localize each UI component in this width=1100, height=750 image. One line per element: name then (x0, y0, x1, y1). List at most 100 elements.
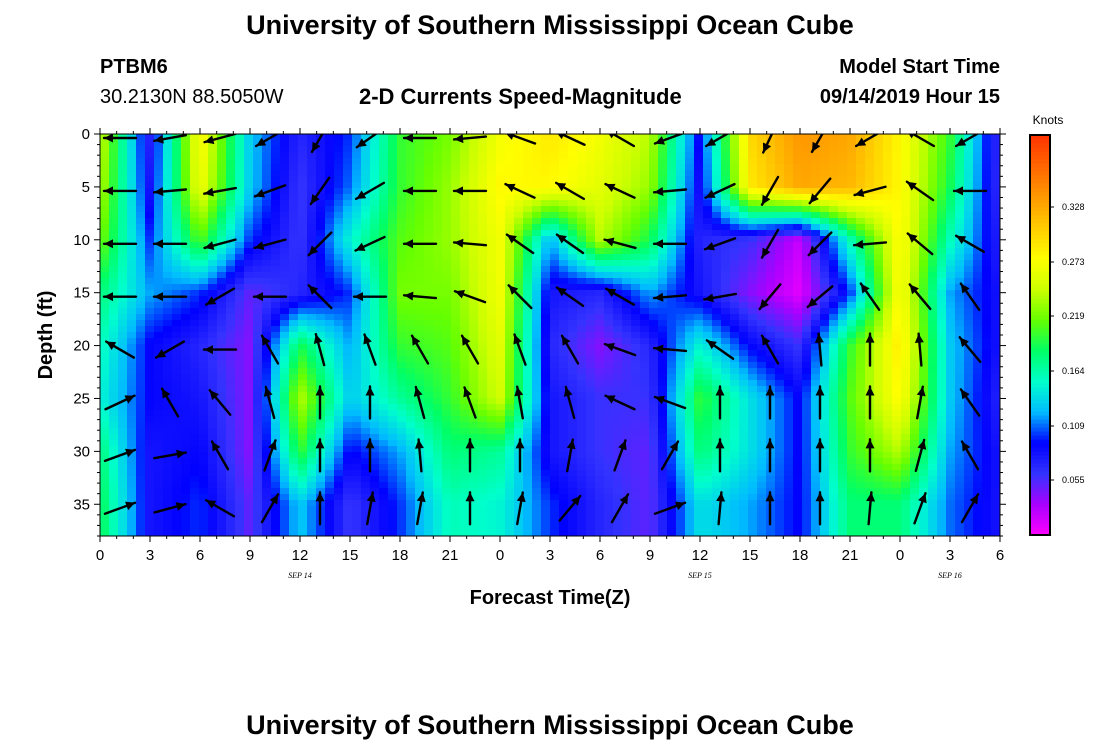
heatmap-cell (982, 308, 992, 315)
heatmap-cell (217, 272, 227, 279)
heatmap-cell (253, 200, 263, 207)
heatmap-cell (451, 224, 461, 231)
heatmap-cell (694, 302, 704, 309)
heatmap-cell (901, 278, 911, 285)
heatmap-cell (856, 284, 866, 291)
heatmap-cell (730, 212, 740, 219)
heatmap-cell (775, 380, 785, 387)
heatmap-cell (658, 368, 668, 375)
heatmap-cell (262, 356, 272, 363)
heatmap-cell (235, 344, 245, 351)
heatmap-cell (748, 146, 758, 153)
heatmap-cell (586, 158, 596, 165)
heatmap-cell (316, 212, 326, 219)
heatmap-cell (910, 338, 920, 345)
heatmap-cell (424, 326, 434, 333)
heatmap-cell (163, 332, 173, 339)
heatmap-cell (388, 140, 398, 147)
heatmap-cell (910, 350, 920, 357)
heatmap-cell (991, 356, 1000, 363)
heatmap-cell (991, 302, 1000, 309)
heatmap-cell (424, 158, 434, 165)
heatmap-cell (658, 170, 668, 177)
heatmap-cell (154, 230, 164, 237)
heatmap-cell (721, 314, 731, 321)
heatmap-cell (622, 386, 632, 393)
heatmap-cell (262, 212, 272, 219)
heatmap-cell (766, 158, 776, 165)
heatmap-cell (136, 206, 146, 213)
heatmap-cell (604, 398, 614, 405)
heatmap-cell (217, 302, 227, 309)
heatmap-cell (991, 416, 1000, 423)
heatmap-cell (559, 134, 569, 141)
heatmap-cell (631, 194, 641, 201)
heatmap-cell (784, 356, 794, 363)
heatmap-cell (586, 200, 596, 207)
heatmap-cell (631, 326, 641, 333)
heatmap-cell (910, 398, 920, 405)
heatmap-cell (316, 374, 326, 381)
heatmap-cell (928, 230, 938, 237)
heatmap-cell (739, 404, 749, 411)
heatmap-cell (442, 332, 452, 339)
heatmap-cell (442, 164, 452, 171)
heatmap-cell (226, 290, 236, 297)
heatmap-cell (199, 386, 209, 393)
heatmap-cell (127, 230, 137, 237)
heatmap-cell (874, 224, 884, 231)
heatmap-cell (163, 242, 173, 249)
heatmap-cell (847, 416, 857, 423)
heatmap-cell (190, 248, 200, 255)
heatmap-cell (145, 218, 155, 225)
heatmap-cell (721, 164, 731, 171)
heatmap-cell (172, 152, 182, 159)
heatmap-cell (127, 218, 137, 225)
heatmap-cell (631, 182, 641, 189)
heatmap-cell (685, 206, 695, 213)
heatmap-cell (595, 188, 605, 195)
heatmap-cell (244, 206, 254, 213)
heatmap-cell (946, 326, 956, 333)
heatmap-cell (784, 404, 794, 411)
heatmap-cell (712, 338, 722, 345)
heatmap-cell (145, 350, 155, 357)
heatmap-cell (550, 380, 560, 387)
heatmap-cell (361, 278, 371, 285)
heatmap-cell (244, 410, 254, 417)
heatmap-cell (721, 374, 731, 381)
heatmap-cell (865, 230, 875, 237)
heatmap-cell (649, 422, 659, 429)
heatmap-cell (244, 302, 254, 309)
heatmap-cell (244, 380, 254, 387)
heatmap-cell (757, 350, 767, 357)
heatmap-cell (676, 296, 686, 303)
heatmap-cell (217, 290, 227, 297)
heatmap-cell (595, 344, 605, 351)
heatmap-cell (577, 206, 587, 213)
heatmap-cell (397, 194, 407, 201)
heatmap-cell (415, 146, 425, 153)
heatmap-cell (397, 404, 407, 411)
heatmap-cell (631, 332, 641, 339)
heatmap-cell (145, 146, 155, 153)
heatmap-cell (370, 260, 380, 267)
heatmap-cell (982, 362, 992, 369)
heatmap-cell (181, 296, 191, 303)
heatmap-cell (343, 350, 353, 357)
heatmap-cell (820, 242, 830, 249)
heatmap-cell (622, 374, 632, 381)
heatmap-cell (874, 254, 884, 261)
heatmap-cell (118, 254, 128, 261)
heatmap-cell (487, 188, 497, 195)
heatmap-cell (604, 356, 614, 363)
heatmap-cell (964, 296, 974, 303)
heatmap-cell (757, 362, 767, 369)
heatmap-cell (892, 284, 902, 291)
heatmap-cell (190, 158, 200, 165)
heatmap-cell (937, 392, 947, 399)
heatmap-cell (865, 242, 875, 249)
heatmap-cell (343, 200, 353, 207)
heatmap-cell (775, 134, 785, 141)
heatmap-cell (955, 344, 965, 351)
